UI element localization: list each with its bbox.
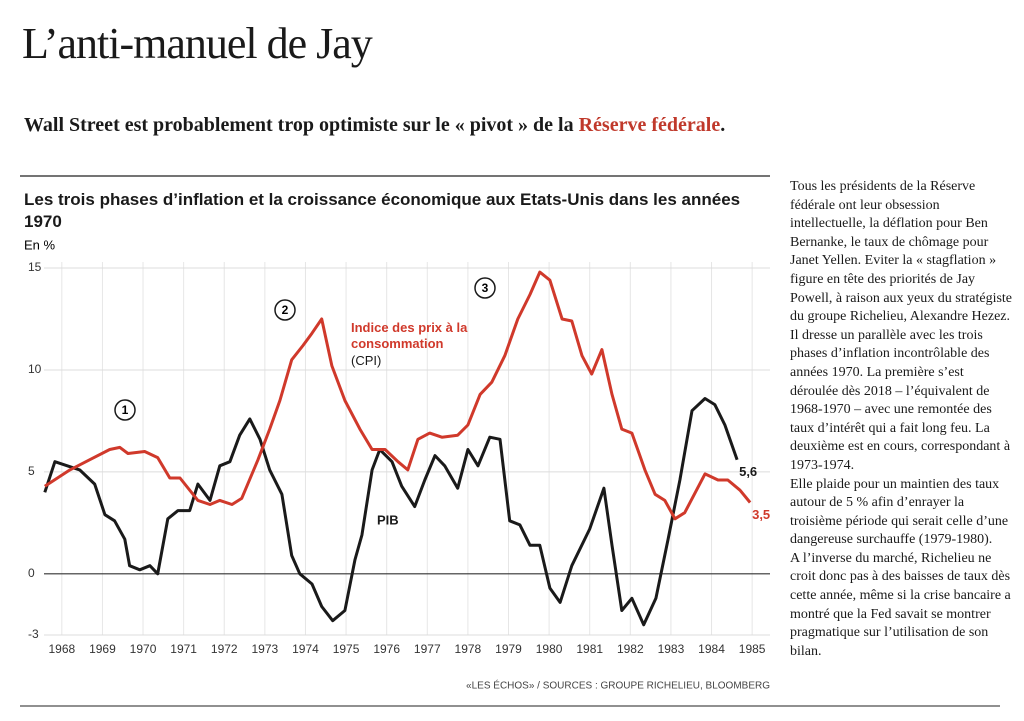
- x-tick-label: 1981: [576, 642, 603, 656]
- x-tick-label: 1982: [617, 642, 644, 656]
- y-unit: En %: [24, 237, 56, 252]
- chart-title: Les trois phases d’inflation et la crois…: [24, 190, 741, 231]
- phase-marker: [474, 277, 496, 299]
- x-tick-label: 1979: [495, 642, 522, 656]
- legend-abbreviation: (CPI): [351, 353, 382, 368]
- legend-label: Indice des prix à la consommation: [351, 320, 468, 351]
- value-label: 5,6: [739, 464, 757, 479]
- x-tick-label: 1976: [373, 642, 400, 656]
- phase-marker: [114, 399, 136, 421]
- phase-number: 2: [282, 303, 289, 317]
- x-tick-label: 1969: [89, 642, 116, 656]
- paragraph: Elle plaide pour un maintien des taux au…: [790, 476, 1009, 548]
- x-tick-label: 1974: [292, 642, 319, 656]
- subtitle-end: .: [720, 114, 726, 136]
- subtitle-text: Wall Street est probablement trop optimi…: [24, 114, 574, 136]
- value-label: 3,5: [752, 507, 770, 522]
- x-tick-label: 1968: [48, 642, 75, 656]
- paragraph: A l’inverse du marché, Richelieu ne croi…: [790, 550, 1011, 659]
- x-tick-label: 1985: [739, 642, 766, 656]
- paragraph: Il dresse un parallèle avec les trois ph…: [790, 327, 1011, 473]
- headline: L’anti-manuel de Jay: [22, 19, 373, 68]
- x-tick-label: 1975: [333, 642, 360, 656]
- x-tick-label: 1977: [414, 642, 441, 656]
- source: «LES ÉCHOS» / SOURCES : GROUPE RICHELIEU…: [466, 679, 770, 692]
- article: Tous les présidents de la Réserve fédéra…: [790, 178, 1014, 661]
- x-tick-label: 1978: [455, 642, 482, 656]
- x-tick-label: 1983: [658, 642, 685, 656]
- paragraph: Tous les présidents de la Réserve fédéra…: [790, 179, 1013, 325]
- y-tick-label: 0: [28, 566, 35, 580]
- y-tick-label: 10: [28, 362, 42, 376]
- x-tick-label: 1971: [170, 642, 197, 656]
- y-tick-label: -3: [28, 627, 39, 641]
- phase-number: 1: [122, 403, 129, 417]
- phase-number: 3: [482, 281, 489, 295]
- x-tick-label: 1973: [252, 642, 279, 656]
- x-tick-label: 1970: [130, 642, 157, 656]
- line-1: [43, 270, 752, 521]
- phase-marker: [274, 299, 296, 321]
- y-tick-label: 5: [28, 464, 35, 478]
- y-tick-label: 15: [28, 260, 42, 274]
- x-tick-label: 1972: [211, 642, 238, 656]
- subtitle: Wall Street est probablement trop optimi…: [24, 114, 725, 137]
- x-tick-label: 1984: [698, 642, 725, 656]
- legend-label: PIB: [377, 512, 399, 527]
- subtitle-highlight: Réserve fédérale: [578, 114, 721, 136]
- x-tick-label: 1980: [536, 642, 563, 656]
